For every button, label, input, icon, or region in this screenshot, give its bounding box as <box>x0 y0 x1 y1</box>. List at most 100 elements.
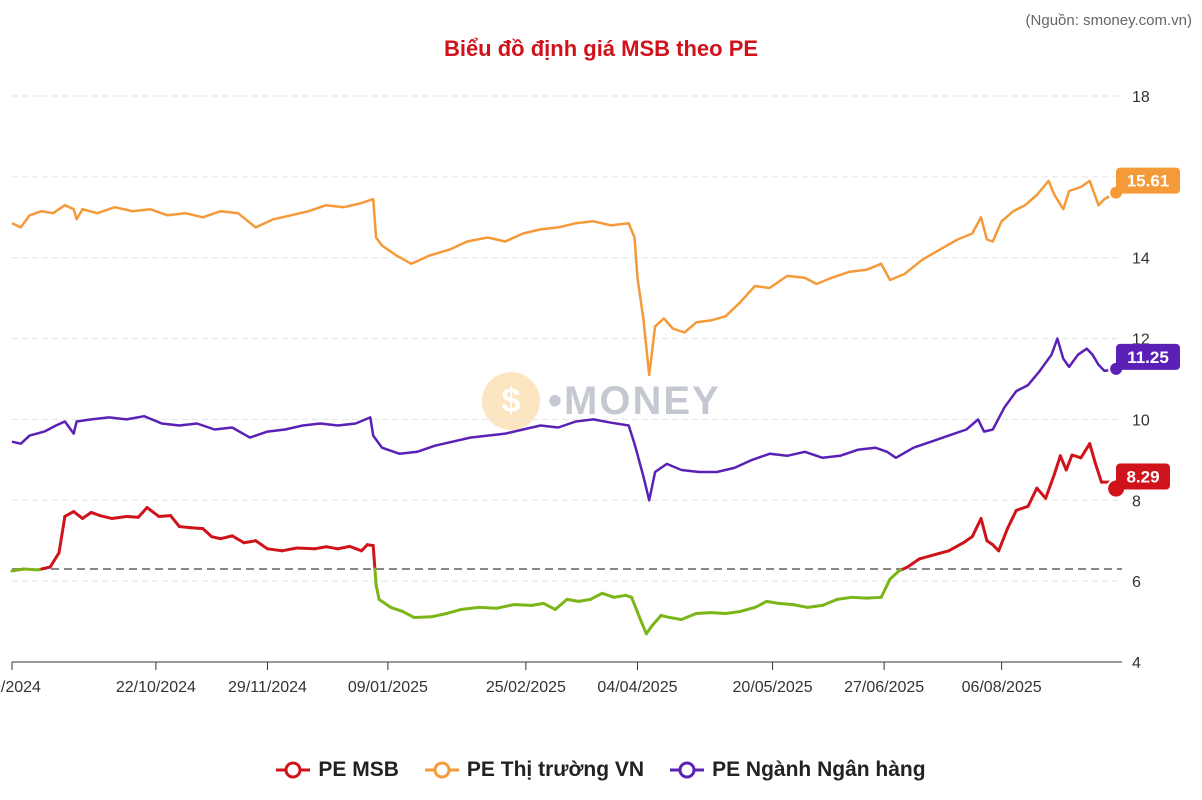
pe-msb-segment <box>776 601 795 607</box>
pe-msb-segment <box>218 534 234 541</box>
pe-msb-segment <box>906 557 921 569</box>
pe-msb-segment <box>48 551 61 569</box>
pe-msb-segment <box>377 597 393 609</box>
pe-msb-segment <box>373 567 378 587</box>
pe-msb-segment <box>806 603 824 609</box>
pe-msb-segment <box>89 510 102 518</box>
legend-marker-bank-icon <box>670 761 705 779</box>
pe-msb-segment <box>401 609 416 620</box>
pe-msb-segment <box>136 506 149 519</box>
pe-msb-segment <box>565 597 581 603</box>
pe-msb-segment <box>201 527 214 539</box>
pe-msb-segment <box>1044 472 1056 500</box>
pe-msb-segment <box>295 546 316 551</box>
pe-msb-segment <box>157 514 173 518</box>
pe-msb-segment <box>57 514 67 555</box>
pe-msb-segment <box>1064 453 1074 472</box>
pe-msb-segment <box>997 527 1009 553</box>
pe-msb-segment <box>879 577 892 599</box>
pe-msb-segment <box>280 546 299 553</box>
pe-msb-segment <box>445 607 463 615</box>
y-tick-label-8: 8 <box>1132 493 1141 510</box>
chart-title: Biểu đồ định giá MSB theo PE <box>443 36 759 61</box>
y-tick-label-6: 6 <box>1132 574 1141 591</box>
pe-msb-segment <box>145 506 161 518</box>
pe-msb-segment <box>709 611 728 615</box>
pe-market-line <box>11 179 1117 377</box>
pe-msb-segment <box>1026 486 1039 508</box>
pe-msb-segment <box>738 605 757 613</box>
pe-msb-segment <box>888 569 901 581</box>
pe-msb-segment <box>210 535 222 541</box>
pe-msb-segment <box>242 539 258 545</box>
pe-msb-segment <box>932 549 951 557</box>
pe-msb-segment <box>348 544 363 553</box>
legend: PE MSB PE Thị trường VN PE Ngành Ngân hà… <box>0 758 1202 782</box>
pe-bank-line <box>11 337 1117 502</box>
pe-msb-segment <box>850 595 869 600</box>
pe-msb-segment <box>979 516 989 543</box>
pe-msb-segment <box>668 616 684 622</box>
pe-msb-segment <box>724 609 742 615</box>
x-tick-label-0: 09/2024 <box>0 679 41 696</box>
pe-msb-segment <box>644 624 654 636</box>
x-tick-label-8: 06/08/2025 <box>962 679 1042 696</box>
last-value-labels: 15.61 11.25 8.29 <box>1106 167 1180 499</box>
pe-msb-segment <box>389 605 405 613</box>
series-layer <box>10 179 1118 636</box>
x-tick-label-5: 04/04/2025 <box>597 679 677 696</box>
pe-msb-segment <box>312 545 328 551</box>
source-note: (Nguồn: smoney.com.vn) <box>1025 12 1192 29</box>
pe-msb-segment <box>265 547 284 553</box>
last-value-badge-msb <box>1116 463 1170 490</box>
legend-item-pe-msb[interactable]: PE MSB <box>276 758 399 782</box>
pe-msb-segment <box>961 535 974 545</box>
pe-msb-segment <box>430 611 449 619</box>
legend-label-pe-msb: PE MSB <box>318 758 399 781</box>
pe-msb-segment <box>477 605 499 610</box>
pe-msb-segment <box>1052 454 1062 476</box>
pe-msb-segment <box>970 516 983 539</box>
pe-msb-segment <box>374 583 381 601</box>
pe-msb-segment <box>694 611 713 615</box>
x-axis: 09/2024 22/10/2024 29/11/2024 09/01/2025 25/… <box>0 661 1122 696</box>
x-tick-label-7: 27/06/2025 <box>844 679 924 696</box>
x-tick-label-4: 25/02/2025 <box>486 679 566 696</box>
pe-msb-segment <box>110 514 129 520</box>
pe-msb-segment <box>1005 508 1018 531</box>
pe-msb-segment <box>542 601 557 611</box>
pe-msb-segment <box>659 614 672 620</box>
pe-msb-segment <box>1070 453 1083 460</box>
pe-msb-segment <box>753 599 769 609</box>
legend-item-pe-market[interactable]: PE Thị trường VN <box>424 758 644 782</box>
y-tick-label-10: 10 <box>1132 412 1150 429</box>
pe-msb-segment <box>1094 462 1103 484</box>
pe-msb-segment <box>947 541 965 553</box>
pe-msb-segment <box>177 525 193 530</box>
last-value-badge-bank <box>1116 343 1180 370</box>
y-tick-label-14: 14 <box>1132 251 1150 268</box>
pe-msb-segment <box>63 510 76 518</box>
pe-msb-segment <box>577 597 592 603</box>
pe-msb-segment <box>125 514 140 519</box>
x-tick-label-1: 22/10/2024 <box>116 679 196 696</box>
pe-msb-segment <box>630 595 642 622</box>
pe-msb-segment <box>553 597 569 611</box>
pe-msb-segment <box>612 593 628 599</box>
pe-msb-segment <box>791 603 810 609</box>
legend-item-pe-bank[interactable]: PE Ngành Ngân hàng <box>670 758 926 782</box>
x-tick-label-3: 09/01/2025 <box>348 679 428 696</box>
pe-msb-segment <box>80 510 93 520</box>
pe-msb-segment <box>412 615 434 620</box>
pe-msb-segment <box>530 601 546 607</box>
pe-msb-segment <box>917 553 936 561</box>
pe-msb-segment <box>650 614 663 628</box>
x-tick-label-6: 20/05/2025 <box>733 679 813 696</box>
pe-msb-segment <box>1014 504 1030 512</box>
grid-lines <box>12 95 1122 582</box>
legend-label-pe-bank: PE Ngành Ngân hàng <box>712 758 926 781</box>
pe-msb-segment <box>98 514 114 520</box>
pe-msb-segment <box>459 605 481 611</box>
legend-marker-market-icon <box>424 761 459 779</box>
